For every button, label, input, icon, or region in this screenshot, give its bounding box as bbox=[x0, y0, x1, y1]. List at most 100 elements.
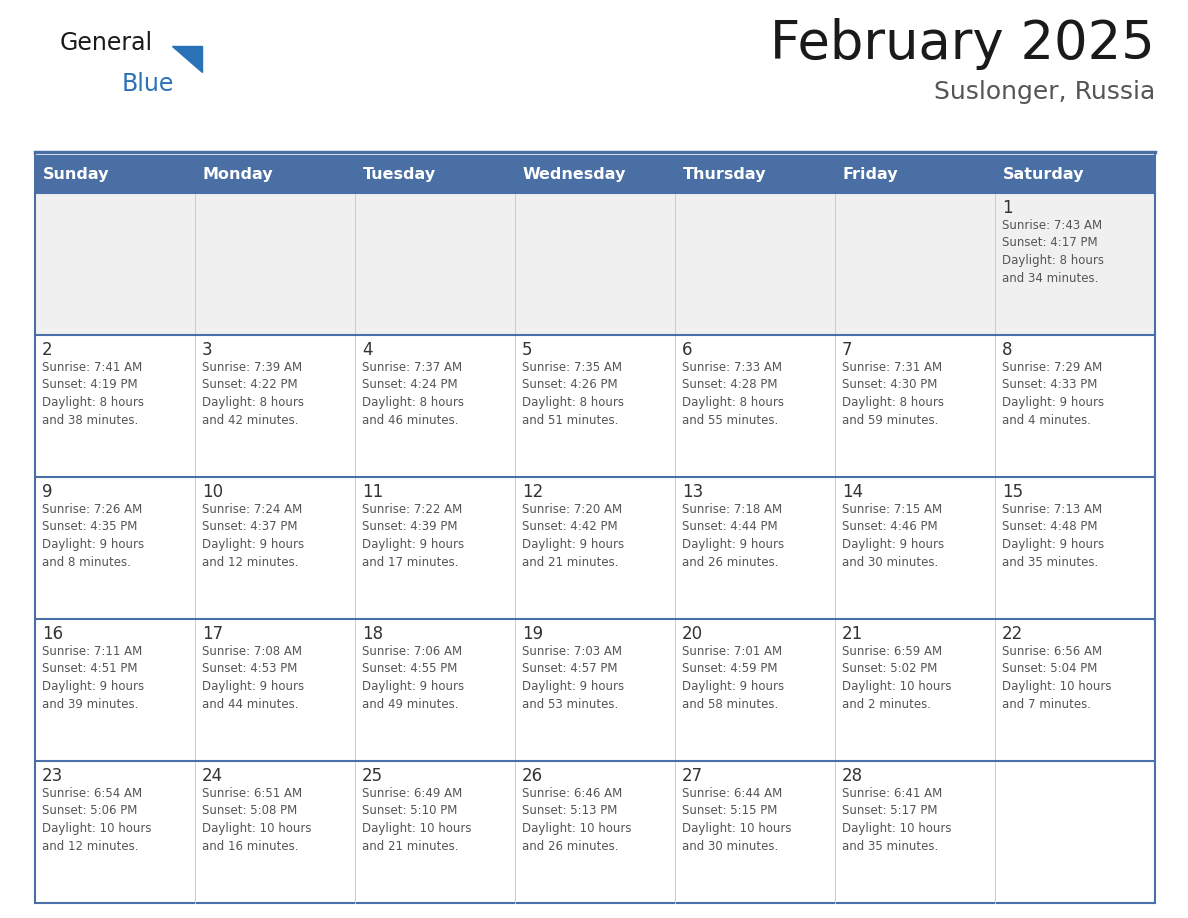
Text: Sunrise: 7:35 AM
Sunset: 4:26 PM
Daylight: 8 hours
and 51 minutes.: Sunrise: 7:35 AM Sunset: 4:26 PM Dayligh… bbox=[522, 361, 624, 427]
Text: Sunrise: 6:59 AM
Sunset: 5:02 PM
Daylight: 10 hours
and 2 minutes.: Sunrise: 6:59 AM Sunset: 5:02 PM Dayligh… bbox=[842, 645, 952, 711]
Bar bbox=[835, 477, 996, 619]
Text: Sunrise: 7:24 AM
Sunset: 4:37 PM
Daylight: 9 hours
and 12 minutes.: Sunrise: 7:24 AM Sunset: 4:37 PM Dayligh… bbox=[202, 503, 304, 568]
Text: Sunrise: 7:13 AM
Sunset: 4:48 PM
Daylight: 9 hours
and 35 minutes.: Sunrise: 7:13 AM Sunset: 4:48 PM Dayligh… bbox=[1001, 503, 1104, 568]
Text: Sunrise: 7:15 AM
Sunset: 4:46 PM
Daylight: 9 hours
and 30 minutes.: Sunrise: 7:15 AM Sunset: 4:46 PM Dayligh… bbox=[842, 503, 944, 568]
Text: General: General bbox=[61, 31, 153, 55]
Text: 11: 11 bbox=[362, 483, 384, 501]
Bar bbox=[355, 335, 516, 477]
Polygon shape bbox=[172, 46, 202, 72]
Text: Sunrise: 7:08 AM
Sunset: 4:53 PM
Daylight: 9 hours
and 44 minutes.: Sunrise: 7:08 AM Sunset: 4:53 PM Dayligh… bbox=[202, 645, 304, 711]
Text: Sunrise: 7:03 AM
Sunset: 4:57 PM
Daylight: 9 hours
and 53 minutes.: Sunrise: 7:03 AM Sunset: 4:57 PM Dayligh… bbox=[522, 645, 624, 711]
Bar bbox=[355, 193, 516, 335]
Text: 7: 7 bbox=[842, 341, 853, 359]
Text: Sunrise: 7:26 AM
Sunset: 4:35 PM
Daylight: 9 hours
and 8 minutes.: Sunrise: 7:26 AM Sunset: 4:35 PM Dayligh… bbox=[42, 503, 144, 568]
Text: 6: 6 bbox=[682, 341, 693, 359]
Text: Sunrise: 7:01 AM
Sunset: 4:59 PM
Daylight: 9 hours
and 58 minutes.: Sunrise: 7:01 AM Sunset: 4:59 PM Dayligh… bbox=[682, 645, 784, 711]
Bar bbox=[34, 335, 195, 477]
Bar bbox=[675, 335, 835, 477]
Text: 2: 2 bbox=[42, 341, 52, 359]
Bar bbox=[195, 619, 355, 761]
Bar bbox=[195, 761, 355, 903]
Bar bbox=[195, 335, 355, 477]
Bar bbox=[835, 619, 996, 761]
Text: Thursday: Thursday bbox=[683, 166, 766, 182]
Text: 12: 12 bbox=[522, 483, 543, 501]
Text: Sunrise: 6:54 AM
Sunset: 5:06 PM
Daylight: 10 hours
and 12 minutes.: Sunrise: 6:54 AM Sunset: 5:06 PM Dayligh… bbox=[42, 787, 152, 853]
Bar bbox=[835, 761, 996, 903]
Text: Sunrise: 6:46 AM
Sunset: 5:13 PM
Daylight: 10 hours
and 26 minutes.: Sunrise: 6:46 AM Sunset: 5:13 PM Dayligh… bbox=[522, 787, 632, 853]
Bar bbox=[516, 619, 675, 761]
Text: Sunrise: 6:56 AM
Sunset: 5:04 PM
Daylight: 10 hours
and 7 minutes.: Sunrise: 6:56 AM Sunset: 5:04 PM Dayligh… bbox=[1001, 645, 1112, 711]
Text: Sunrise: 6:41 AM
Sunset: 5:17 PM
Daylight: 10 hours
and 35 minutes.: Sunrise: 6:41 AM Sunset: 5:17 PM Dayligh… bbox=[842, 787, 952, 853]
Bar bbox=[835, 335, 996, 477]
Bar bbox=[516, 761, 675, 903]
Text: Sunrise: 6:51 AM
Sunset: 5:08 PM
Daylight: 10 hours
and 16 minutes.: Sunrise: 6:51 AM Sunset: 5:08 PM Dayligh… bbox=[202, 787, 311, 853]
Bar bbox=[675, 619, 835, 761]
Text: Friday: Friday bbox=[843, 166, 898, 182]
Bar bbox=[996, 477, 1155, 619]
Text: Sunrise: 7:41 AM
Sunset: 4:19 PM
Daylight: 8 hours
and 38 minutes.: Sunrise: 7:41 AM Sunset: 4:19 PM Dayligh… bbox=[42, 361, 144, 427]
Text: Sunrise: 7:37 AM
Sunset: 4:24 PM
Daylight: 8 hours
and 46 minutes.: Sunrise: 7:37 AM Sunset: 4:24 PM Dayligh… bbox=[362, 361, 465, 427]
Text: Sunrise: 7:20 AM
Sunset: 4:42 PM
Daylight: 9 hours
and 21 minutes.: Sunrise: 7:20 AM Sunset: 4:42 PM Dayligh… bbox=[522, 503, 624, 568]
Text: 18: 18 bbox=[362, 625, 383, 643]
Text: 15: 15 bbox=[1001, 483, 1023, 501]
Text: 17: 17 bbox=[202, 625, 223, 643]
Text: 8: 8 bbox=[1001, 341, 1012, 359]
Text: Sunrise: 7:18 AM
Sunset: 4:44 PM
Daylight: 9 hours
and 26 minutes.: Sunrise: 7:18 AM Sunset: 4:44 PM Dayligh… bbox=[682, 503, 784, 568]
Bar bbox=[996, 155, 1155, 193]
Bar bbox=[996, 619, 1155, 761]
Text: Monday: Monday bbox=[203, 166, 273, 182]
Text: 25: 25 bbox=[362, 767, 383, 785]
Bar bbox=[355, 619, 516, 761]
Bar bbox=[996, 335, 1155, 477]
Text: 4: 4 bbox=[362, 341, 373, 359]
Bar bbox=[675, 193, 835, 335]
Text: Sunrise: 7:22 AM
Sunset: 4:39 PM
Daylight: 9 hours
and 17 minutes.: Sunrise: 7:22 AM Sunset: 4:39 PM Dayligh… bbox=[362, 503, 465, 568]
Text: Sunrise: 7:11 AM
Sunset: 4:51 PM
Daylight: 9 hours
and 39 minutes.: Sunrise: 7:11 AM Sunset: 4:51 PM Dayligh… bbox=[42, 645, 144, 711]
Text: 19: 19 bbox=[522, 625, 543, 643]
Text: Saturday: Saturday bbox=[1003, 166, 1085, 182]
Bar bbox=[675, 761, 835, 903]
Text: 23: 23 bbox=[42, 767, 63, 785]
Bar bbox=[516, 335, 675, 477]
Bar bbox=[996, 193, 1155, 335]
Bar bbox=[34, 193, 195, 335]
Text: 21: 21 bbox=[842, 625, 864, 643]
Text: 10: 10 bbox=[202, 483, 223, 501]
Text: Sunrise: 7:29 AM
Sunset: 4:33 PM
Daylight: 9 hours
and 4 minutes.: Sunrise: 7:29 AM Sunset: 4:33 PM Dayligh… bbox=[1001, 361, 1104, 427]
Text: 5: 5 bbox=[522, 341, 532, 359]
Bar bbox=[355, 477, 516, 619]
Bar bbox=[34, 619, 195, 761]
Text: 28: 28 bbox=[842, 767, 864, 785]
Text: 9: 9 bbox=[42, 483, 52, 501]
Text: 16: 16 bbox=[42, 625, 63, 643]
Text: Tuesday: Tuesday bbox=[364, 166, 436, 182]
Text: 13: 13 bbox=[682, 483, 703, 501]
Text: 24: 24 bbox=[202, 767, 223, 785]
Bar bbox=[34, 155, 195, 193]
Bar bbox=[675, 155, 835, 193]
Text: February 2025: February 2025 bbox=[770, 18, 1155, 70]
Bar bbox=[835, 193, 996, 335]
Text: Sunrise: 6:44 AM
Sunset: 5:15 PM
Daylight: 10 hours
and 30 minutes.: Sunrise: 6:44 AM Sunset: 5:15 PM Dayligh… bbox=[682, 787, 791, 853]
Text: Suslonger, Russia: Suslonger, Russia bbox=[934, 80, 1155, 104]
Text: Sunrise: 6:49 AM
Sunset: 5:10 PM
Daylight: 10 hours
and 21 minutes.: Sunrise: 6:49 AM Sunset: 5:10 PM Dayligh… bbox=[362, 787, 472, 853]
Text: Sunday: Sunday bbox=[43, 166, 109, 182]
Text: Sunrise: 7:33 AM
Sunset: 4:28 PM
Daylight: 8 hours
and 55 minutes.: Sunrise: 7:33 AM Sunset: 4:28 PM Dayligh… bbox=[682, 361, 784, 427]
Text: Blue: Blue bbox=[122, 72, 175, 96]
Text: Sunrise: 7:06 AM
Sunset: 4:55 PM
Daylight: 9 hours
and 49 minutes.: Sunrise: 7:06 AM Sunset: 4:55 PM Dayligh… bbox=[362, 645, 465, 711]
Text: 27: 27 bbox=[682, 767, 703, 785]
Text: 20: 20 bbox=[682, 625, 703, 643]
Bar bbox=[516, 477, 675, 619]
Bar bbox=[516, 155, 675, 193]
Text: 3: 3 bbox=[202, 341, 213, 359]
Bar bbox=[675, 477, 835, 619]
Text: 26: 26 bbox=[522, 767, 543, 785]
Text: Sunrise: 7:31 AM
Sunset: 4:30 PM
Daylight: 8 hours
and 59 minutes.: Sunrise: 7:31 AM Sunset: 4:30 PM Dayligh… bbox=[842, 361, 944, 427]
Text: Sunrise: 7:43 AM
Sunset: 4:17 PM
Daylight: 8 hours
and 34 minutes.: Sunrise: 7:43 AM Sunset: 4:17 PM Dayligh… bbox=[1001, 219, 1104, 285]
Bar bbox=[34, 761, 195, 903]
Bar bbox=[835, 155, 996, 193]
Bar bbox=[34, 477, 195, 619]
Bar bbox=[195, 155, 355, 193]
Text: Wednesday: Wednesday bbox=[523, 166, 626, 182]
